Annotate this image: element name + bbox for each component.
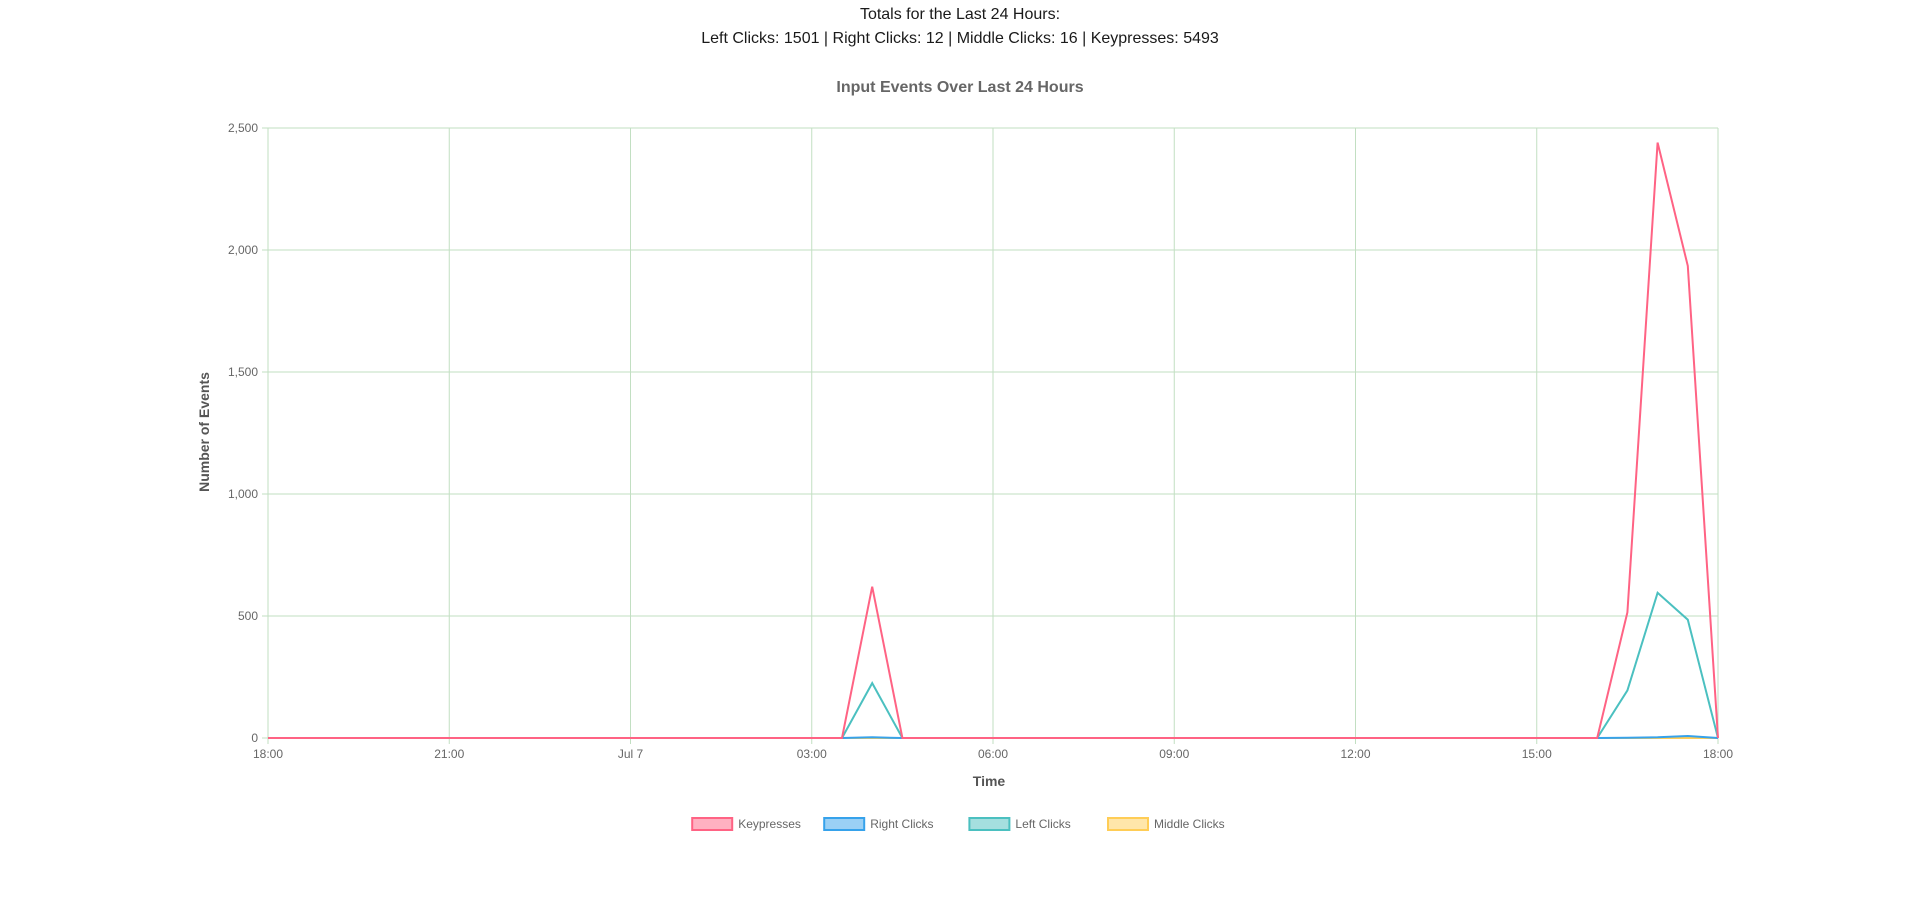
legend-label: Left Clicks (1015, 817, 1070, 831)
legend-label: Middle Clicks (1154, 817, 1225, 831)
y-tick-label: 0 (251, 731, 258, 745)
x-tick-label: 03:00 (797, 747, 827, 761)
chart-legend: Keypresses Right Clicks Left Clicks Middle … (691, 817, 1225, 831)
legend-swatch (1107, 817, 1149, 831)
legend-swatch (968, 817, 1011, 831)
chart-series (268, 142, 1719, 739)
x-tick-label: 21:00 (434, 747, 464, 761)
y-tick-label: 2,500 (228, 121, 258, 135)
x-tick-label: 12:00 (1340, 747, 1370, 761)
x-tick-label: 09:00 (1159, 747, 1189, 761)
series-line-keypresses (268, 142, 1719, 739)
y-axis-title: Number of Events (196, 372, 212, 492)
y-axis-ticks: 0 500 1,000 1,500 2,000 2,500 (228, 121, 258, 745)
x-tick-label: 06:00 (978, 747, 1008, 761)
y-tick-label: 500 (238, 609, 258, 623)
x-axis-title: Time (973, 773, 1006, 789)
legend-swatch (823, 817, 866, 831)
legend-swatch (691, 817, 734, 831)
x-tick-label: 18:00 (1703, 747, 1733, 761)
y-tick-label: 1,500 (228, 365, 258, 379)
totals-header: Totals for the Last 24 Hours: Left Click… (0, 3, 1920, 51)
y-tick-label: 2,000 (228, 243, 258, 257)
totals-title: Totals for the Last 24 Hours: (859, 6, 1061, 23)
legend-label: Keypresses (738, 817, 801, 831)
y-tick-label: 1,000 (228, 487, 258, 501)
x-tick-label: 15:00 (1522, 747, 1552, 761)
chart-grid (262, 127, 1719, 744)
legend-label: Right Clicks (870, 817, 933, 831)
x-tick-label: 18:00 (253, 747, 283, 761)
x-tick-label: Jul 7 (618, 747, 644, 761)
x-axis-ticks: 18:00 21:00 Jul 7 03:00 06:00 09:00 12:00 15:00… (253, 747, 1733, 761)
chart-title: Input Events Over Last 24 Hours (836, 79, 1083, 96)
totals-summary: Left Clicks: 1501 | Right Clicks: 12 | M… (701, 30, 1219, 47)
